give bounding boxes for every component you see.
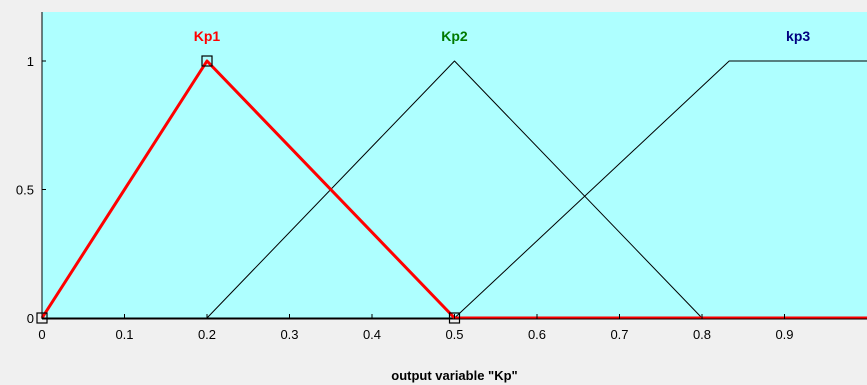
- x-tick-label: 0.3: [280, 327, 298, 342]
- mf-line-kp3[interactable]: [42, 60, 867, 319]
- plot-area[interactable]: [42, 12, 867, 318]
- x-tick-label: 0.8: [693, 327, 711, 342]
- x-tick-label: 0.9: [775, 327, 793, 342]
- mf-label-kp1[interactable]: Kp1: [194, 28, 221, 44]
- y-tick-label: 0: [27, 311, 34, 326]
- mf-vertex-handle[interactable]: [448, 312, 461, 324]
- mf-label-kp3[interactable]: kp3: [786, 28, 810, 44]
- x-tick-label: 0.5: [445, 327, 463, 342]
- x-tick-label: 0.2: [198, 327, 216, 342]
- membership-functions: [40, 59, 867, 320]
- mf-vertex-handle[interactable]: [201, 55, 213, 67]
- mf-label-kp2[interactable]: Kp2: [441, 28, 468, 44]
- axes: 0 0.1 0.2 0.3 0.4 0.5 0.6 0.7 0.8 0.9 0 0.5 1: [16, 12, 867, 342]
- y-tick-label: 0.5: [16, 183, 34, 198]
- x-tick-label: 0.1: [115, 327, 133, 342]
- x-tick-label: 0: [38, 327, 45, 342]
- y-tick-label: 1: [27, 54, 34, 69]
- mf-line-kp1[interactable]: [40, 59, 867, 320]
- x-tick-label: 0.7: [610, 327, 628, 342]
- x-axis-title: output variable "Kp": [391, 368, 517, 383]
- mf-labels: Kp1 Kp2 kp3: [194, 28, 811, 44]
- x-tick-label: 0.6: [528, 327, 546, 342]
- x-tick-label: 0.4: [363, 327, 381, 342]
